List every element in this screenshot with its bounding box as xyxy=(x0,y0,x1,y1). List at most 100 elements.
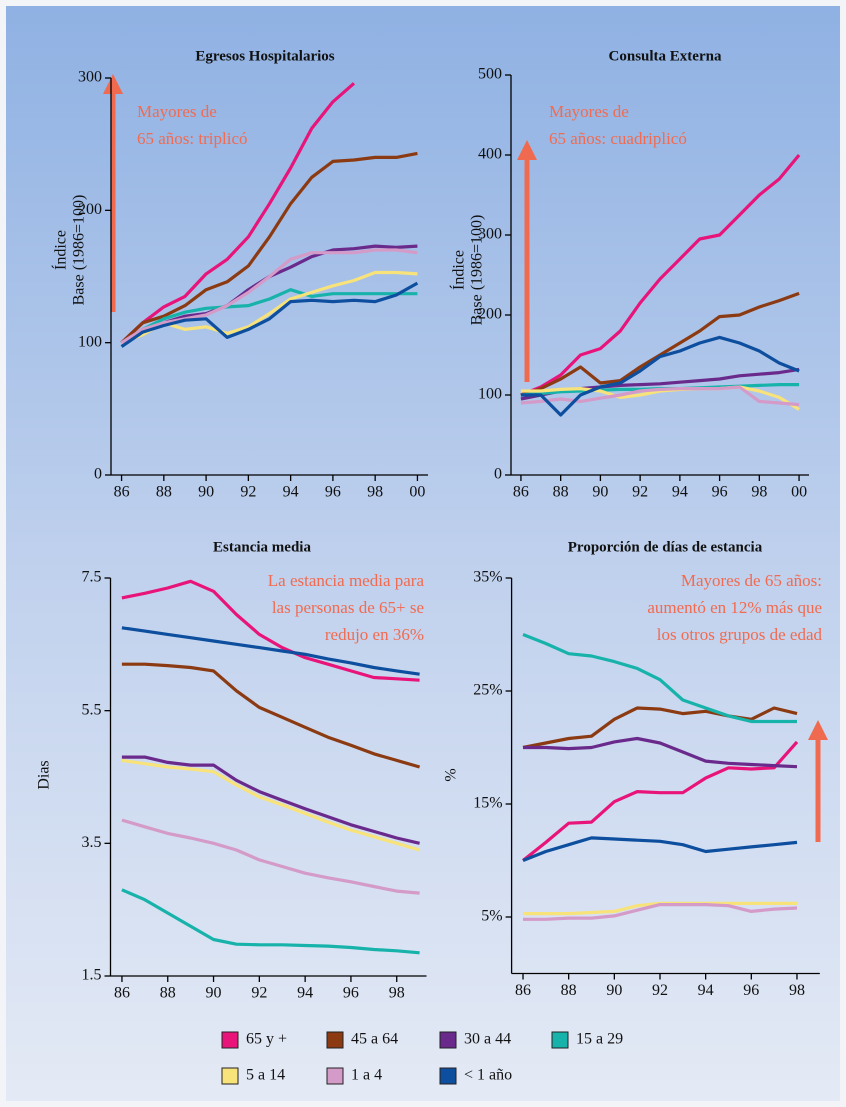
annotation: aumentó en 12% más que xyxy=(647,598,822,617)
x-tick-label: 86 xyxy=(515,982,531,999)
x-tick-label: 00 xyxy=(791,484,807,501)
y-tick-label: 7.5 xyxy=(82,569,102,586)
legend-label: 30 a 44 xyxy=(464,1031,511,1048)
annotation: Mayores de 65 años: xyxy=(681,571,822,590)
x-tick-label: 88 xyxy=(160,985,176,1002)
x-tick-label: 90 xyxy=(198,484,214,501)
legend-label: < 1 año xyxy=(464,1067,512,1084)
series-line xyxy=(120,288,418,348)
series-line xyxy=(120,248,418,345)
series-line xyxy=(522,740,799,862)
y-axis-label: Índice xyxy=(449,250,468,290)
y-axis-label: % xyxy=(443,768,460,781)
x-tick-label: 98 xyxy=(751,484,767,501)
series-line xyxy=(523,736,798,769)
x-tick-label: 00 xyxy=(409,484,425,501)
series-line xyxy=(120,82,356,344)
series-line xyxy=(121,579,420,682)
x-tick-label: 98 xyxy=(789,982,805,999)
series-line xyxy=(121,758,421,852)
x-tick-label: 88 xyxy=(553,484,569,501)
y-tick-label: 0 xyxy=(494,466,502,483)
y-tick-label: 1.5 xyxy=(82,967,102,984)
y-tick-label: 15% xyxy=(473,795,502,812)
y-tick-label: 500 xyxy=(478,66,502,83)
x-tick-label: 96 xyxy=(325,484,341,501)
y-tick-label: 5% xyxy=(481,908,502,925)
y-axis-label: Base (1986=100) xyxy=(71,195,88,306)
series-line xyxy=(523,903,798,921)
x-tick-label: 86 xyxy=(114,985,130,1002)
annotation: 65 años: cuadriplicó xyxy=(549,129,687,148)
x-tick-label: 92 xyxy=(240,484,256,501)
y-tick-label: 400 xyxy=(478,146,502,163)
x-tick-label: 92 xyxy=(251,985,267,1002)
series-line xyxy=(121,755,420,845)
chart-title: Egresos Hospitalarios xyxy=(195,48,334,64)
annotation: redujo en 36% xyxy=(325,625,424,644)
legend-swatch xyxy=(221,1067,239,1085)
y-tick-label: 25% xyxy=(473,682,502,699)
y-axis-label: Dias xyxy=(36,760,53,789)
series-line xyxy=(120,281,419,348)
series-line xyxy=(522,836,798,862)
y-tick-label: 100 xyxy=(78,333,102,350)
y-tick-label: 200 xyxy=(78,201,102,218)
x-tick-label: 86 xyxy=(114,484,130,501)
annotation: Mayores de xyxy=(137,102,217,121)
legend-label: 45 a 64 xyxy=(351,1031,398,1048)
y-tick-label: 3.5 xyxy=(82,834,102,851)
series-line xyxy=(522,706,798,750)
legend-swatch xyxy=(439,1031,457,1049)
x-tick-label: 88 xyxy=(561,982,577,999)
x-tick-label: 90 xyxy=(606,982,622,999)
series-line xyxy=(121,626,420,676)
annotation: 65 años: triplicó xyxy=(137,129,247,148)
series-line xyxy=(520,335,800,417)
y-tick-label: 300 xyxy=(78,69,102,86)
x-tick-label: 92 xyxy=(652,982,668,999)
y-axis-label: Base (1986=100) xyxy=(469,215,486,326)
y-tick-label: 5.5 xyxy=(82,701,102,718)
series-line xyxy=(120,151,418,344)
legend-swatch xyxy=(326,1031,344,1049)
x-tick-label: 90 xyxy=(206,985,222,1002)
legend-swatch xyxy=(221,1031,239,1049)
annotation: los otros grupos de edad xyxy=(657,625,823,644)
chart-title: Consulta Externa xyxy=(609,48,722,64)
legend-swatch xyxy=(551,1031,569,1049)
legend-label: 15 a 29 xyxy=(576,1031,623,1048)
series-line xyxy=(121,818,420,895)
y-axis-label: Índice xyxy=(51,230,70,270)
annotation: La estancia media para xyxy=(268,571,425,590)
x-tick-label: 94 xyxy=(698,982,714,999)
x-tick-label: 94 xyxy=(297,985,313,1002)
x-tick-label: 94 xyxy=(672,484,688,501)
y-tick-label: 0 xyxy=(94,466,102,483)
legend-label: 65 y + xyxy=(246,1031,287,1048)
x-tick-label: 96 xyxy=(712,484,728,501)
chart-title: Estancia media xyxy=(213,539,311,555)
series-line xyxy=(522,633,797,724)
series-line xyxy=(520,385,800,407)
x-tick-label: 98 xyxy=(389,985,405,1002)
y-tick-label: 300 xyxy=(478,226,502,243)
background xyxy=(6,6,840,1101)
series-line xyxy=(121,662,421,769)
x-tick-label: 88 xyxy=(156,484,172,501)
x-tick-label: 96 xyxy=(743,982,759,999)
annotation: las personas de 65+ se xyxy=(272,598,424,617)
legend-label: 5 a 14 xyxy=(246,1067,285,1084)
x-tick-label: 86 xyxy=(513,484,529,501)
series-line xyxy=(520,153,801,397)
y-tick-label: 200 xyxy=(478,306,502,323)
x-tick-label: 96 xyxy=(343,985,359,1002)
x-tick-label: 98 xyxy=(367,484,383,501)
series-line xyxy=(121,888,420,955)
legend-swatch xyxy=(439,1067,457,1085)
annotation: Mayores de xyxy=(549,102,629,121)
x-tick-label: 94 xyxy=(283,484,299,501)
legend-label: 1 a 4 xyxy=(351,1067,382,1084)
